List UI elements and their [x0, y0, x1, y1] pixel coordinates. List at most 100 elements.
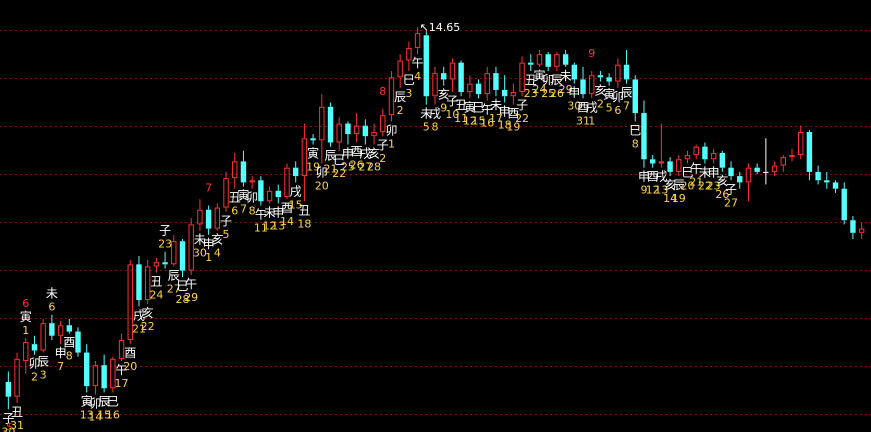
branch-label: 申: [272, 205, 284, 219]
candle-body-up: [589, 75, 595, 95]
candle-body-up: [353, 125, 360, 135]
day-label: 23: [707, 179, 721, 192]
candle-body-down: [75, 331, 81, 353]
branch-label: 未: [560, 69, 572, 83]
candle: [49, 314, 55, 340]
candle-label: 子27: [724, 182, 738, 209]
day-label: 16: [106, 408, 120, 421]
branch-label: 酉: [507, 107, 519, 121]
branch-label: 午: [690, 161, 702, 175]
candle: [693, 144, 699, 160]
candle: [832, 180, 839, 193]
branch-label: 辰: [325, 149, 337, 163]
candle-label: 巳3: [403, 73, 415, 100]
candle-body-down: [623, 64, 630, 80]
candle-body-up: [127, 264, 133, 340]
day-label: 13: [654, 184, 668, 197]
candle-body-up: [188, 224, 194, 271]
candle-label: 酉26: [350, 144, 364, 171]
candle-body-up: [266, 190, 273, 202]
candle-body-up: [414, 33, 421, 48]
candle-label: 子5: [220, 214, 232, 241]
candle: [301, 123, 308, 202]
day-label: 11: [254, 221, 268, 234]
branch-label: 子: [446, 94, 458, 108]
candle-label: 辰27: [167, 268, 181, 295]
branch-label: 酉: [63, 336, 75, 350]
candle-label: 巳20: [681, 165, 695, 192]
candle-body-up: [658, 161, 665, 164]
candle: [589, 71, 595, 99]
candle-label: 酉8: [63, 336, 75, 363]
candle-label: 子2 8: [377, 85, 389, 165]
day-label: 17: [115, 377, 129, 390]
branch-label: 辰: [673, 178, 685, 192]
day-label: 14: [663, 192, 677, 205]
annotations: ↖14.65 $: [6, 21, 460, 432]
day-label: 7: [623, 100, 630, 113]
candle-body-down: [179, 241, 186, 271]
candle-body-down: [49, 323, 55, 336]
day-label: 29: [559, 83, 573, 96]
candle-labels: 子30丑31寅16卯2辰3未6申7酉8寅13卯14辰15巳16午17酉20戌21…: [1, 47, 738, 432]
candle: [475, 79, 482, 99]
branch-label: 酉: [647, 170, 659, 184]
candle: [127, 260, 133, 345]
candle-body-up: [214, 207, 221, 229]
day-label: 15: [472, 114, 486, 127]
branch-label: 寅: [533, 68, 545, 83]
candle: [275, 184, 281, 204]
day-label: 17: [489, 112, 503, 125]
candle-label: 申25: [341, 147, 355, 174]
branch-label: 丑: [150, 275, 162, 289]
candle: [40, 318, 46, 353]
candle-label: 巳8: [629, 123, 641, 150]
candle: [841, 182, 847, 225]
candle: [84, 344, 90, 393]
candle-label: 子10: [445, 94, 459, 121]
branch-label: 丑: [525, 73, 537, 87]
day-label: 20: [123, 360, 137, 373]
day-label: 22: [332, 167, 346, 180]
candle-label: 酉14: [280, 201, 294, 228]
candle: [763, 138, 769, 185]
candle-body-up: [676, 159, 682, 172]
day-label: 10: [445, 108, 459, 121]
candle: [824, 171, 830, 189]
candle: [380, 108, 386, 137]
candle-body-down: [649, 159, 656, 164]
candle: [606, 73, 612, 86]
candle-body-up: [432, 73, 438, 97]
branch-label: 戌: [290, 184, 302, 198]
candle-body-down: [258, 180, 264, 202]
candle-label: 寅5: [603, 87, 615, 115]
candle: [554, 52, 560, 72]
branch-label: 寅: [237, 188, 249, 203]
candle: [597, 71, 604, 82]
candle-label: 戌8: [429, 107, 441, 134]
candle: [414, 26, 421, 55]
day-label: 18: [297, 217, 311, 230]
candle-label: 酉19: [506, 107, 520, 134]
candle-body-up: [153, 262, 160, 267]
candle-label: 辰15: [97, 394, 111, 421]
candle: [815, 165, 821, 185]
candle-label: 午17: [115, 363, 129, 390]
branch-label: 未: [46, 287, 58, 301]
candle: [188, 218, 194, 275]
day-label: 9: [440, 102, 447, 115]
candle: [771, 161, 778, 177]
day-label: 24: [149, 289, 163, 302]
candle-label: 寅13: [80, 393, 94, 421]
branch-label: 亥: [142, 306, 154, 320]
candle-body-down: [806, 131, 813, 172]
candle-body-down: [667, 161, 673, 172]
candle: [423, 31, 429, 105]
candle-label: 戌13: [654, 170, 668, 197]
day-label: 1: [22, 324, 29, 337]
candles: [5, 26, 865, 410]
candle-body-up: [23, 342, 29, 361]
day-label: 26: [715, 188, 729, 201]
candle-body-up: [92, 365, 99, 387]
